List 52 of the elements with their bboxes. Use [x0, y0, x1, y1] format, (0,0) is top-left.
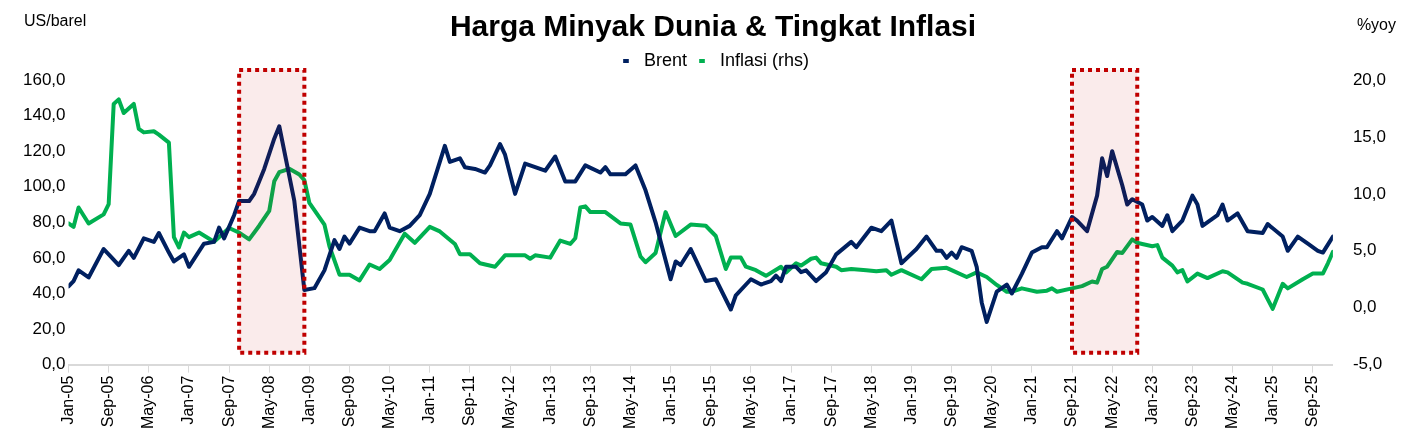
x-tick-label: May-20 — [982, 375, 1000, 430]
x-tick-label: May-22 — [1102, 375, 1120, 430]
legend-label: Inflasi (rhs) — [720, 49, 810, 70]
legend-label: Brent — [643, 49, 688, 70]
y-tick-label: 100,0 — [22, 176, 66, 196]
x-tick-label: Jan-15 — [661, 375, 679, 425]
y-tick-label: 140,0 — [22, 105, 66, 125]
x-tick-label: May-12 — [500, 375, 518, 430]
x-tick-label: Jan-21 — [1022, 375, 1040, 425]
x-tick-label: Jan-17 — [781, 375, 799, 425]
y2-axis-title: %yoy — [1356, 16, 1396, 34]
x-tick-label: Sep-13 — [580, 375, 598, 428]
y2-tick-label: 15,0 — [1352, 126, 1387, 146]
x-tick-label: Sep-19 — [942, 375, 959, 428]
chart-title: Harga Minyak Dunia & Tingkat Inflasi — [449, 9, 977, 43]
x-tick-label: Sep-21 — [1062, 375, 1080, 428]
x-tick-label: Sep-05 — [99, 375, 117, 428]
x-tick-label: Jan-09 — [299, 375, 317, 425]
y-tick-label: 120,0 — [22, 140, 66, 160]
x-tick-label: Jan-19 — [901, 375, 919, 425]
x-tick-label: Sep-17 — [821, 375, 839, 428]
y-tick-label: 40,0 — [32, 283, 66, 303]
x-tick-label: May-16 — [741, 375, 759, 430]
x-tick-label: Sep-25 — [1303, 375, 1321, 428]
x-tick-label: Sep-11 — [460, 375, 478, 427]
x-tick-label: Sep-07 — [219, 375, 237, 428]
x-tick-label: May-10 — [380, 375, 398, 430]
x-tick-label: Jan-11 — [420, 375, 438, 424]
x-tick-label: Sep-15 — [701, 375, 719, 428]
x-tick-label: Jan-05 — [58, 375, 76, 425]
x-tick-label: Sep-09 — [339, 375, 357, 428]
y-tick-label: 0,0 — [41, 354, 66, 374]
y2-tick-label: 5,0 — [1352, 240, 1377, 260]
y2-tick-label: -5,0 — [1352, 354, 1383, 374]
y-tick-label: 160,0 — [22, 69, 66, 89]
y-tick-label: 80,0 — [32, 212, 66, 232]
x-tick-label: May-08 — [259, 375, 277, 430]
x-tick-label: May-14 — [620, 375, 638, 430]
x-tick-label: May-24 — [1222, 375, 1240, 430]
y-tick-label: 60,0 — [32, 247, 66, 267]
x-tick-label: Sep-23 — [1182, 375, 1200, 428]
x-tick-label: Jan-25 — [1263, 375, 1281, 425]
y-tick-label: 20,0 — [32, 318, 66, 338]
x-tick-label: Jan-23 — [1142, 375, 1160, 425]
x-tick-label: Jan-07 — [179, 375, 197, 425]
y2-tick-label: 0,0 — [1352, 297, 1377, 317]
x-tick-label: May-18 — [861, 375, 879, 430]
y2-tick-label: 10,0 — [1352, 183, 1387, 203]
y2-tick-label: 20,0 — [1352, 69, 1387, 89]
y-axis-title: US/barel — [24, 12, 87, 30]
x-tick-label: Jan-13 — [540, 375, 558, 425]
x-tick-label: May-06 — [139, 375, 157, 430]
